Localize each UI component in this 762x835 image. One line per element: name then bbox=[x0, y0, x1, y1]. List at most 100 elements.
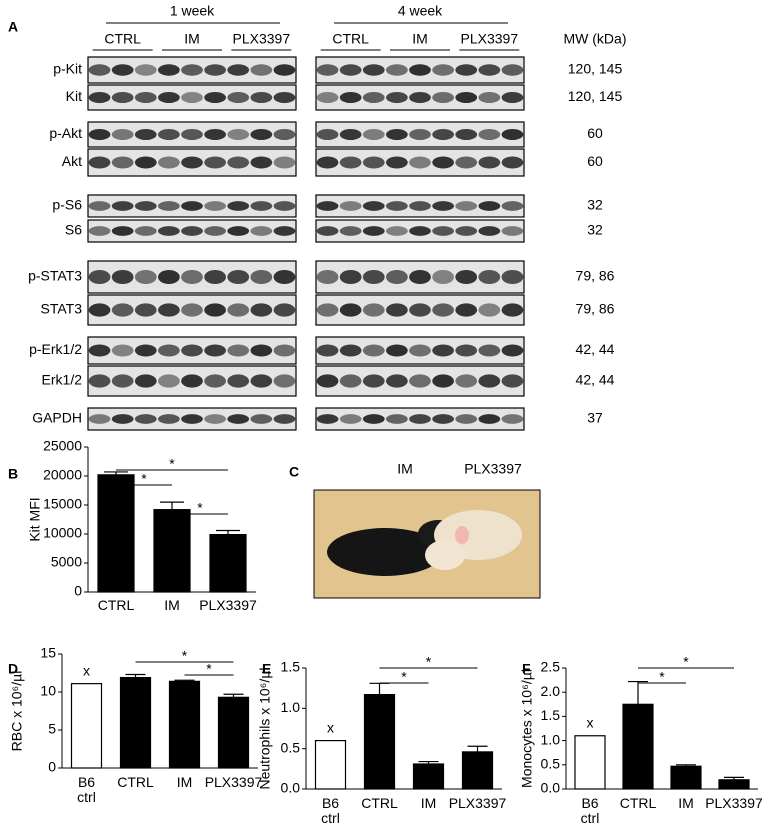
blot-band bbox=[250, 269, 273, 285]
significance-label: * bbox=[659, 669, 665, 685]
significance-label: * bbox=[401, 669, 407, 685]
annotation: x bbox=[587, 714, 594, 730]
blot-band bbox=[409, 201, 431, 211]
blot-band bbox=[158, 374, 180, 388]
blot-band bbox=[204, 344, 226, 357]
blot-band bbox=[158, 269, 180, 285]
annotation: x bbox=[327, 719, 334, 735]
blot-band bbox=[455, 156, 478, 169]
x-tick-label: PLX3397 bbox=[199, 597, 257, 613]
blot-band bbox=[227, 201, 250, 211]
mw-label: 60 bbox=[587, 125, 603, 141]
blot-band bbox=[386, 414, 408, 424]
blot-band bbox=[362, 156, 385, 169]
blot-band bbox=[316, 269, 339, 285]
y-tick-label: 1.5 bbox=[541, 707, 561, 723]
condition-label: IM bbox=[184, 31, 200, 47]
blot-band bbox=[409, 344, 431, 357]
bar bbox=[718, 779, 750, 790]
x-tick-label: PLX3397 bbox=[204, 774, 263, 790]
blot-band bbox=[432, 92, 454, 103]
significance-label: * bbox=[683, 654, 689, 670]
mw-label: 79, 86 bbox=[576, 268, 615, 284]
blot-band bbox=[181, 201, 203, 211]
blot-band bbox=[250, 226, 273, 236]
blot-band bbox=[227, 226, 250, 236]
condition-label: PLX3397 bbox=[461, 31, 519, 47]
mw-label: 42, 44 bbox=[576, 372, 615, 388]
blot-band bbox=[409, 92, 431, 103]
blot-band bbox=[455, 129, 478, 140]
bar bbox=[217, 696, 250, 769]
blot-band bbox=[316, 226, 339, 236]
y-tick-label: 10 bbox=[40, 683, 56, 699]
blot-band bbox=[250, 92, 273, 103]
blot-band bbox=[273, 303, 296, 317]
y-tick-label: 1.0 bbox=[541, 731, 561, 747]
blot-band bbox=[478, 414, 501, 424]
significance-label: * bbox=[206, 661, 212, 677]
blot-band bbox=[501, 92, 524, 103]
y-tick-label: 5 bbox=[48, 721, 56, 737]
blot-band bbox=[386, 374, 408, 388]
blot-band bbox=[362, 129, 385, 140]
blot-band bbox=[501, 129, 524, 140]
blot-band bbox=[181, 64, 203, 76]
blot-band bbox=[181, 269, 203, 285]
blot-band bbox=[111, 303, 134, 317]
blot-band bbox=[134, 414, 157, 424]
x-tick-label: IM bbox=[176, 774, 193, 790]
row-label: p-Akt bbox=[49, 125, 82, 141]
blot-band bbox=[501, 269, 524, 285]
blot-band bbox=[204, 92, 226, 103]
blot-band bbox=[88, 201, 111, 211]
blot-band bbox=[386, 201, 408, 211]
blot-band bbox=[409, 156, 431, 169]
blot-band bbox=[134, 64, 157, 76]
blot-band bbox=[250, 414, 273, 424]
blot-band bbox=[181, 414, 203, 424]
blot-band bbox=[409, 269, 431, 285]
blot-band bbox=[386, 129, 408, 140]
x-tick-label: PLX3397 bbox=[448, 795, 507, 811]
blot-band bbox=[227, 129, 250, 140]
blot-band bbox=[432, 303, 454, 317]
y-tick-label: 10000 bbox=[43, 525, 82, 541]
blot-band bbox=[250, 64, 273, 76]
blot-band bbox=[204, 64, 226, 76]
y-axis-label: Monocytes x 10⁶/µl bbox=[519, 669, 535, 788]
white-mouse-head bbox=[425, 540, 465, 570]
blot-band bbox=[88, 344, 111, 357]
blot-band bbox=[227, 414, 250, 424]
blot-band bbox=[111, 201, 134, 211]
blot-band bbox=[158, 92, 180, 103]
bar bbox=[670, 765, 702, 790]
blot-band bbox=[455, 92, 478, 103]
blot-band bbox=[204, 226, 226, 236]
x-tick-label: CTRL bbox=[361, 795, 398, 811]
bar bbox=[153, 509, 191, 593]
y-tick-label: 15000 bbox=[43, 496, 82, 512]
blot-band bbox=[181, 374, 203, 388]
blot-band bbox=[455, 344, 478, 357]
blot-band bbox=[316, 156, 339, 169]
blot-band bbox=[273, 129, 296, 140]
blot-band bbox=[455, 303, 478, 317]
mw-label: 42, 44 bbox=[576, 341, 615, 357]
blot-band bbox=[158, 201, 180, 211]
blot-band bbox=[273, 64, 296, 76]
blot-band bbox=[158, 64, 180, 76]
row-label: Erk1/2 bbox=[42, 372, 83, 388]
blot-band bbox=[432, 64, 454, 76]
blot-band bbox=[181, 303, 203, 317]
blot-band bbox=[339, 129, 362, 140]
blot-band bbox=[478, 269, 501, 285]
x-tick-label: CTRL bbox=[117, 774, 154, 790]
blot-band bbox=[181, 344, 203, 357]
blot-band bbox=[478, 92, 501, 103]
mw-label: 60 bbox=[587, 153, 603, 169]
y-tick-label: 0.0 bbox=[541, 780, 561, 796]
blot-band bbox=[88, 303, 111, 317]
bar bbox=[622, 703, 654, 790]
blot-band bbox=[409, 374, 431, 388]
